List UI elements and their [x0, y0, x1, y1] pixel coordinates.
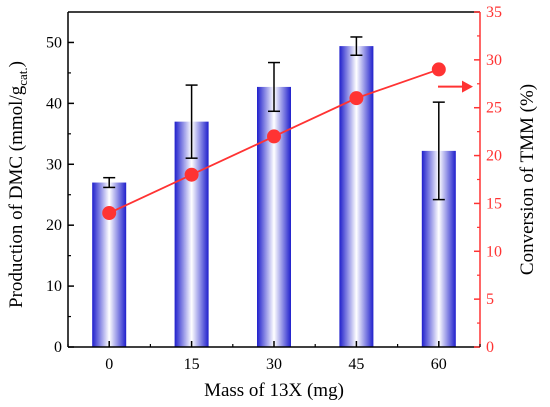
conversion-point-30: [267, 129, 281, 144]
conversion-point-15: [184, 167, 199, 182]
error-bar-60: [432, 101, 445, 201]
x-axis-title: Mass of 13X (mg): [204, 380, 344, 401]
right-tick-label: 15: [486, 195, 502, 212]
left-tick-label: 30: [46, 156, 62, 173]
right-tick-label: 30: [486, 52, 502, 69]
left-axis-title: Production of DMC (mmol/gcat.): [6, 61, 30, 308]
left-tick-label: 20: [46, 217, 62, 234]
bar-30: [257, 86, 291, 347]
x-tick-label: 60: [431, 356, 447, 373]
left-tick-label: 10: [46, 278, 62, 295]
error-bar-45: [350, 36, 363, 56]
error-bar-0: [103, 176, 116, 189]
x-tick-label: 30: [266, 356, 282, 373]
right-axis-arrow: [438, 80, 473, 93]
right-tick-label: 20: [486, 148, 502, 165]
error-bar-15: [185, 84, 198, 159]
conversion-point-60: [431, 62, 446, 77]
right-tick-label: 25: [486, 100, 502, 117]
right-tick-label: 10: [486, 243, 502, 260]
conversion-point-0: [102, 206, 117, 220]
left-tick-label: 0: [54, 339, 62, 356]
right-axis-title: Conversion of TMM (%): [517, 84, 538, 275]
error-bar-30: [268, 61, 280, 113]
left-tick-label: 50: [46, 34, 62, 51]
x-tick-label: 45: [348, 356, 364, 373]
right-tick-label: 0: [486, 339, 494, 356]
bar-15: [174, 121, 209, 348]
left-tick-label: 40: [46, 95, 62, 112]
right-tick-label: 5: [486, 291, 494, 308]
x-tick-label: 15: [184, 356, 200, 373]
right-tick-label: 35: [486, 4, 502, 21]
conversion-point-45: [349, 91, 364, 106]
x-tick-label: 0: [105, 356, 113, 373]
